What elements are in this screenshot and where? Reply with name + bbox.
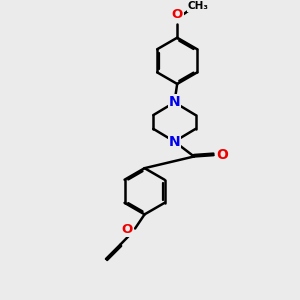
Text: CH₃: CH₃ xyxy=(187,1,208,11)
Text: N: N xyxy=(169,95,180,110)
Text: O: O xyxy=(216,148,228,162)
Text: N: N xyxy=(169,134,180,148)
Text: O: O xyxy=(122,224,133,236)
Text: O: O xyxy=(172,8,183,21)
